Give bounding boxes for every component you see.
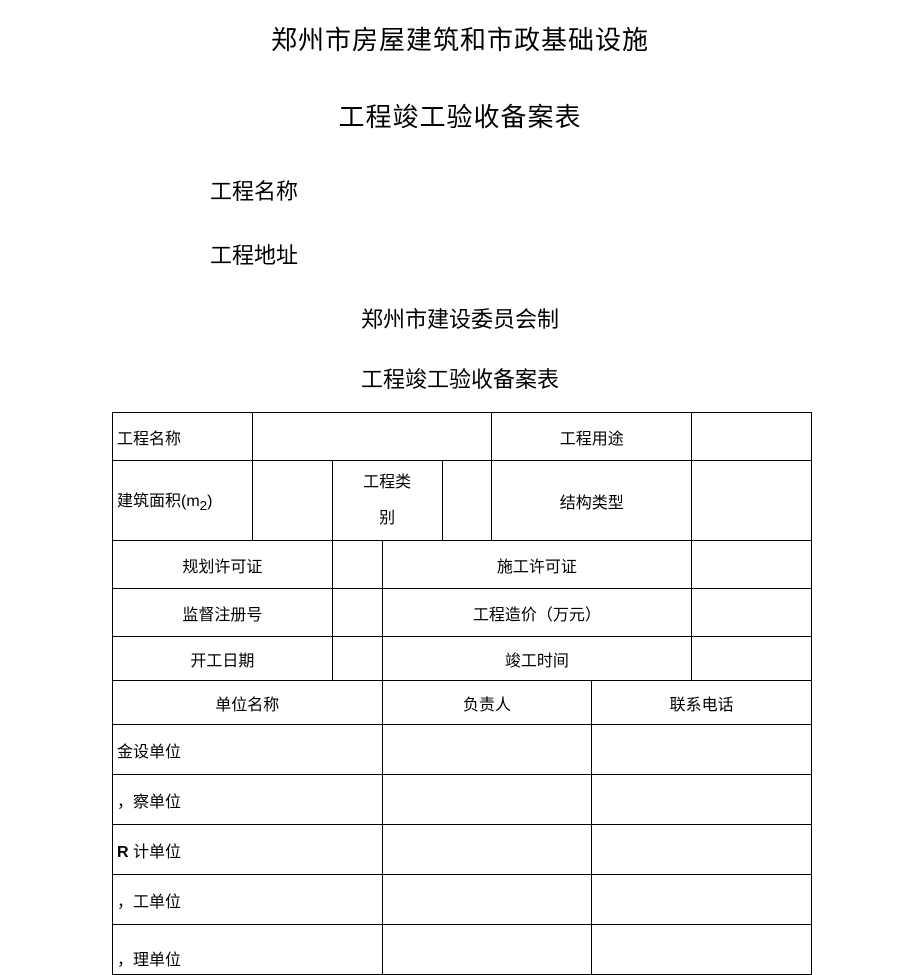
value-survey-unit-phone (592, 775, 812, 825)
field-project-name: 工程名称 (210, 174, 920, 206)
label-project-use: 工程用途 (492, 413, 692, 461)
table-row: ，察单位 (113, 775, 812, 825)
value-supervision-reg (332, 589, 382, 637)
registration-form-table: 工程名称 工程用途 建筑面积(m2) 工程类 别 结构类型 规划许可证 施工许可… (112, 412, 812, 975)
label-supervision-reg: 监督注册号 (113, 589, 333, 637)
header-contact-phone: 联系电话 (592, 681, 812, 725)
value-project-name (252, 413, 492, 461)
value-project-cost (692, 589, 812, 637)
label-supervision-unit: ，理单位 (113, 925, 383, 975)
table-row: ，理单位 (113, 925, 812, 975)
table-row: ，工单位 (113, 875, 812, 925)
value-construction-unit-resp (382, 725, 592, 775)
main-title-line1: 郑州市房屋建筑和市政基础设施 (0, 20, 920, 57)
value-builder-unit-phone (592, 875, 812, 925)
label-start-date: 开工日期 (113, 637, 333, 681)
document-page: 郑州市房屋建筑和市政基础设施 工程竣工验收备案表 工程名称 工程地址 郑州市建设… (0, 0, 920, 975)
label-builder-unit: ，工单位 (113, 875, 383, 925)
value-builder-unit-resp (382, 875, 592, 925)
value-completion-date (692, 637, 812, 681)
value-structure-type (692, 461, 812, 541)
main-title-line2: 工程竣工验收备案表 (0, 97, 920, 134)
value-building-area (252, 461, 332, 541)
table-row: 开工日期 竣工时间 (113, 637, 812, 681)
value-survey-unit-resp (382, 775, 592, 825)
label-project-category: 工程类 别 (332, 461, 442, 541)
value-supervision-unit-phone (592, 925, 812, 975)
label-project-name: 工程名称 (113, 413, 253, 461)
header-unit-name: 单位名称 (113, 681, 383, 725)
value-construction-unit-phone (592, 725, 812, 775)
table-row: R 计单位 (113, 825, 812, 875)
value-project-category (442, 461, 492, 541)
label-planning-permit: 规划许可证 (113, 541, 333, 589)
label-building-area: 建筑面积(m2) (113, 461, 253, 541)
label-survey-unit: ，察单位 (113, 775, 383, 825)
table-row: 建筑面积(m2) 工程类 别 结构类型 (113, 461, 812, 541)
value-supervision-unit-resp (382, 925, 592, 975)
label-project-cost: 工程造价（万元） (382, 589, 692, 637)
label-structure-type: 结构类型 (492, 461, 692, 541)
field-project-address: 工程地址 (210, 238, 920, 270)
value-planning-permit (332, 541, 382, 589)
value-construction-permit (692, 541, 812, 589)
value-start-date (332, 637, 382, 681)
label-completion-date: 竣工时间 (382, 637, 692, 681)
label-design-unit: R 计单位 (113, 825, 383, 875)
table-row: 金设单位 (113, 725, 812, 775)
form-title: 工程竣工验收备案表 (0, 362, 920, 394)
header-responsible: 负责人 (382, 681, 592, 725)
table-row: 规划许可证 施工许可证 (113, 541, 812, 589)
value-design-unit-resp (382, 825, 592, 875)
value-design-unit-phone (592, 825, 812, 875)
table-row: 工程名称 工程用途 (113, 413, 812, 461)
value-project-use (692, 413, 812, 461)
label-construction-permit: 施工许可证 (382, 541, 692, 589)
table-row: 监督注册号 工程造价（万元） (113, 589, 812, 637)
table-row: 单位名称 负责人 联系电话 (113, 681, 812, 725)
label-construction-unit: 金设单位 (113, 725, 383, 775)
issuer-line: 郑州市建设委员会制 (0, 302, 920, 334)
